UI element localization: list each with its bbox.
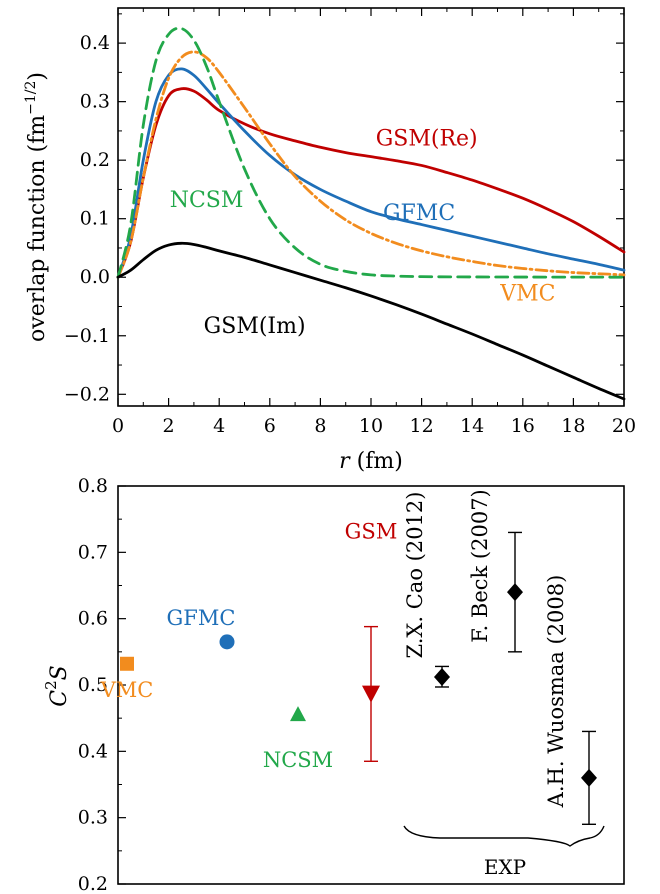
curve-label-gsm-re-: GSM(Re): [376, 127, 478, 152]
bottom-y-tick-label: 0.6: [78, 608, 108, 630]
top-x-tick-label: 10: [359, 415, 383, 437]
bottom-axis-ticks: 0.2 0.3 0.4 0.5 0.6 0.7 0.8: [78, 475, 126, 894]
bottom-y-axis-title: C2S: [42, 665, 72, 706]
marker-f-beck-2007: [507, 583, 523, 602]
series-line-gfmc: [116, 67, 626, 279]
point-label-vmc: VMC: [100, 678, 154, 702]
marker-a-h-wuosmaa-2008: [581, 768, 597, 787]
point-label-z-x-cao-2012: Z.X. Cao (2012): [403, 492, 427, 659]
top-x-tick-label: 12: [410, 415, 434, 437]
top-x-tick-label: 2: [163, 415, 175, 437]
top-y-tick-label: 0.4: [80, 32, 110, 54]
top-x-tick-label: 20: [612, 415, 636, 437]
top-y-tick-label: 0.1: [80, 208, 110, 230]
top-x-tick-label: 16: [511, 415, 535, 437]
bottom-y-tick-label: 0.3: [78, 807, 108, 829]
curve-label-ncsm: NCSM: [170, 188, 244, 213]
top-x-tick-label: 6: [264, 415, 276, 437]
top-curve-labels: GSM(Re) GFMC NCSM VMC GSM(Im): [170, 127, 556, 339]
curve-label-gfmc: GFMC: [383, 201, 455, 226]
point-label-a-h-wuosmaa-2008: A.H. Wuosmaa (2008): [544, 575, 568, 809]
marker-ncsm: [290, 706, 306, 722]
top-y-tick-label: −0.1: [64, 325, 110, 347]
series-line-gsm-im-: [116, 241, 626, 401]
top-y-tick-label: 0.0: [80, 266, 110, 288]
top-y-tick-label: −0.2: [64, 383, 110, 405]
series-line-gsm-re-: [116, 87, 626, 279]
marker-gfmc: [219, 634, 235, 650]
bottom-y-tick-label: 0.7: [78, 541, 108, 563]
top-x-axis-title: r (fm): [339, 449, 403, 474]
bottom-data-points: VMC GFMC NCSM GSM Z.X. Cao (2012) F. Beck (20…: [100, 489, 597, 825]
marker-z-x-cao-2012: [434, 668, 450, 687]
curve-label-vmc: VMC: [499, 282, 555, 307]
marker-gsm: [362, 685, 380, 703]
bottom-y-tick-label: 0.2: [78, 873, 108, 894]
top-series-curves: [116, 26, 626, 401]
overlap-function-panel: 0 2 4 6 8 10 12 14 16 18 20 −0.2 −0.1 0.0 0.1 0.2 0.3 0.4…: [23, 7, 636, 474]
bottom-y-tick-label: 0.8: [78, 475, 108, 497]
point-label-f-beck-2007: F. Beck (2007): [468, 489, 492, 643]
point-label-gsm: GSM: [345, 520, 398, 544]
top-x-tick-label: 8: [314, 415, 326, 437]
curve-label-gsm-im-: GSM(Im): [204, 314, 306, 339]
series-line-vmc: [116, 50, 626, 279]
spectroscopic-factor-panel: 0.2 0.3 0.4 0.5 0.6 0.7 0.8 VMC GFMC NCSM GSM Z.X.…: [42, 475, 625, 894]
top-x-tick-label: 18: [561, 415, 585, 437]
series-line-ncsm: [116, 26, 626, 279]
top-x-tick-label: 0: [112, 415, 124, 437]
bottom-y-tick-label: 0.4: [78, 740, 108, 762]
exp-group-brace: [403, 825, 605, 847]
point-label-ncsm: NCSM: [263, 748, 333, 772]
top-axis-ticks: 0 2 4 6 8 10 12 14 16 18 20 −0.2 −0.1 0.0 0.1 0.2 0.3 0.4: [64, 8, 636, 437]
marker-vmc: [120, 656, 134, 671]
exp-group-label: EXP: [484, 855, 526, 879]
top-x-tick-label: 14: [460, 415, 484, 437]
bottom-y-tick-label: 0.5: [78, 674, 108, 696]
top-y-tick-label: 0.2: [80, 149, 110, 171]
top-x-tick-label: 4: [213, 415, 225, 437]
top-y-tick-label: 0.3: [80, 91, 110, 113]
point-label-gfmc: GFMC: [167, 606, 236, 630]
top-y-axis-title: overlap function (fm−1/2): [23, 72, 50, 342]
